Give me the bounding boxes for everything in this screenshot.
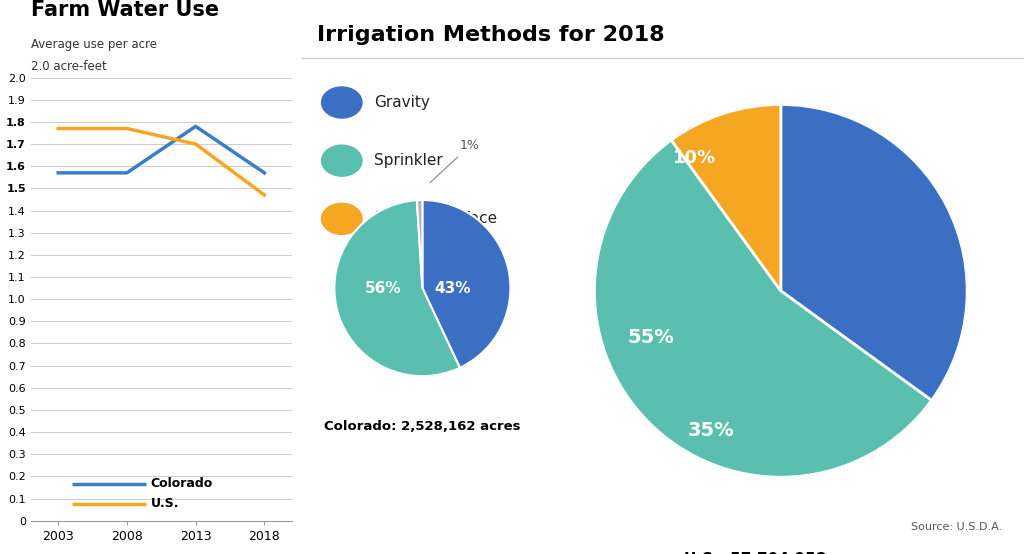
Text: Farm Water Use: Farm Water Use: [31, 0, 219, 20]
Circle shape: [322, 87, 362, 118]
Circle shape: [322, 203, 362, 234]
Text: 55%: 55%: [627, 328, 674, 347]
Wedge shape: [780, 105, 967, 401]
Text: 10%: 10%: [673, 149, 716, 167]
Text: Drip/Subsurface: Drip/Subsurface: [375, 211, 498, 227]
Text: 56%: 56%: [365, 280, 401, 296]
Wedge shape: [335, 200, 460, 376]
Text: 35%: 35%: [687, 421, 734, 440]
Text: Colorado: 2,528,162 acres: Colorado: 2,528,162 acres: [325, 420, 520, 433]
Text: Irrigation Methods for 2018: Irrigation Methods for 2018: [316, 25, 665, 45]
Circle shape: [322, 145, 362, 176]
Text: 43%: 43%: [434, 280, 470, 296]
Wedge shape: [422, 200, 510, 368]
Text: Gravity: Gravity: [375, 95, 430, 110]
Wedge shape: [595, 140, 932, 477]
Text: Sprinkler: Sprinkler: [375, 153, 443, 168]
Text: 1%: 1%: [430, 140, 479, 183]
Text: 2.0 acre-feet: 2.0 acre-feet: [31, 60, 106, 73]
Wedge shape: [417, 200, 423, 288]
Text: U.S.: U.S.: [151, 497, 179, 510]
Text: U.S.: 57,704,958 acres: U.S.: 57,704,958 acres: [684, 552, 878, 554]
Text: Average use per acre: Average use per acre: [31, 38, 157, 50]
Text: Colorado: Colorado: [151, 478, 213, 490]
Wedge shape: [672, 105, 781, 291]
Text: Source: U.S.D.A.: Source: U.S.D.A.: [911, 522, 1002, 532]
